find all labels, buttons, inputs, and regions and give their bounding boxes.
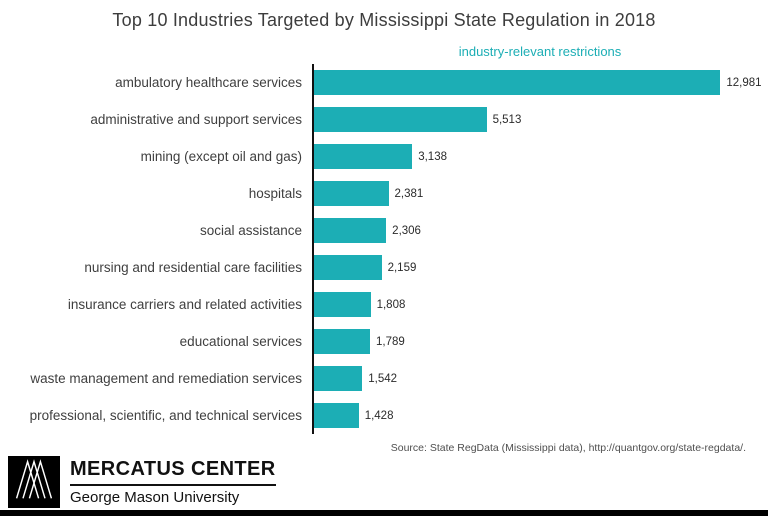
bar-row: nursing and residential care facilities … xyxy=(0,249,768,286)
value-label: 1,808 xyxy=(376,298,406,311)
bar xyxy=(314,255,382,280)
bar-row: waste management and remediation service… xyxy=(0,360,768,397)
axis-and-bar-cell: 1,542 xyxy=(312,360,768,397)
value-label: 2,159 xyxy=(387,261,417,274)
axis-and-bar-cell: 2,381 xyxy=(312,175,768,212)
bar-row: educational services 1,789 xyxy=(0,323,768,360)
bar xyxy=(314,366,363,391)
bar xyxy=(314,144,413,169)
category-label: ambulatory healthcare services xyxy=(115,75,302,90)
university-name: George Mason University xyxy=(70,489,240,506)
category-label: insurance carriers and related activitie… xyxy=(67,297,302,312)
category-label: nursing and residential care facilities xyxy=(84,260,302,275)
footer-bar xyxy=(0,510,768,516)
bar-row: ambulatory healthcare services 12,981 xyxy=(0,64,768,101)
bar xyxy=(314,329,370,354)
mercatus-m-icon xyxy=(12,458,56,507)
axis-and-bar-cell: 2,306 xyxy=(312,212,768,249)
value-label: 3,138 xyxy=(418,150,447,163)
bar xyxy=(314,181,389,206)
chart-legend: industry-relevant restrictions xyxy=(458,44,622,59)
axis-and-bar-cell: 5,513 xyxy=(312,101,768,138)
axis-and-bar-cell: 3,138 xyxy=(312,138,768,175)
category-label: educational services xyxy=(179,334,302,349)
category-label: mining (except oil and gas) xyxy=(140,149,302,164)
bar xyxy=(314,403,359,428)
category-label: hospitals xyxy=(248,186,302,201)
page-title: Top 10 Industries Targeted by Mississipp… xyxy=(112,10,656,30)
bar-chart: ambulatory healthcare services 12,981 ad… xyxy=(0,64,768,434)
bar-row: insurance carriers and related activitie… xyxy=(0,286,768,323)
value-label: 2,381 xyxy=(394,187,424,200)
value-label: 1,542 xyxy=(368,372,398,385)
axis-and-bar-cell: 1,789 xyxy=(312,323,768,360)
axis-and-bar-cell: 1,808 xyxy=(312,286,768,323)
bar xyxy=(314,292,371,317)
category-label: administrative and support services xyxy=(90,112,302,127)
axis-and-bar-cell: 1,428 xyxy=(312,397,768,434)
axis-and-bar-cell: 2,159 xyxy=(312,249,768,286)
value-label: 1,428 xyxy=(364,409,394,422)
value-label: 2,306 xyxy=(392,224,421,237)
bar xyxy=(314,218,387,243)
category-label: waste management and remediation service… xyxy=(30,371,302,386)
bar-row: mining (except oil and gas) 3,138 xyxy=(0,138,768,175)
bar-row: administrative and support services 5,51… xyxy=(0,101,768,138)
value-label: 12,981 xyxy=(726,76,762,89)
org-name: MERCATUS CENTER xyxy=(70,458,276,486)
bar-row: hospitals 2,381 xyxy=(0,175,768,212)
bar xyxy=(314,70,721,95)
bar-row: social assistance 2,306 xyxy=(0,212,768,249)
category-label: professional, scientific, and technical … xyxy=(29,408,302,423)
category-label: social assistance xyxy=(199,223,302,238)
bar xyxy=(314,107,487,132)
axis-and-bar-cell: 12,981 xyxy=(312,64,768,101)
bar-row: professional, scientific, and technical … xyxy=(0,397,768,434)
mercatus-footer: MERCATUS CENTER George Mason University xyxy=(8,456,276,508)
value-label: 5,513 xyxy=(492,113,522,126)
footer-text: MERCATUS CENTER George Mason University xyxy=(70,458,276,506)
mercatus-logo xyxy=(8,456,60,508)
value-label: 1,789 xyxy=(375,335,405,348)
source-note: Source: State RegData (Mississippi data)… xyxy=(390,442,746,454)
